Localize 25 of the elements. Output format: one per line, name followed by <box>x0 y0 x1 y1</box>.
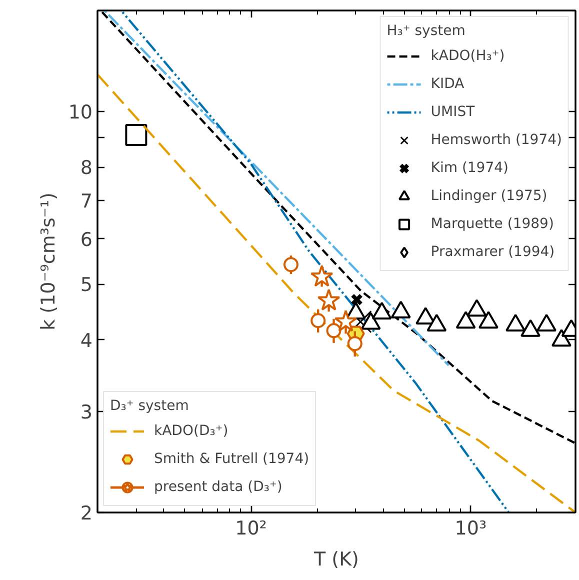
text: H₃⁺ system <box>386 23 466 39</box>
legend-label: Marquette (1989) <box>430 215 554 234</box>
legend-label: UMIST <box>430 103 475 122</box>
legend-label: kADO(H₃⁺) <box>430 47 505 66</box>
legend-label: kADO(D₃⁺) <box>154 422 228 441</box>
y-tick-label: 2 <box>80 502 93 524</box>
legend-label: KIDA <box>430 75 464 94</box>
y-tick-label: 8 <box>80 157 93 180</box>
y-tick-label: 4 <box>80 330 93 352</box>
y-axis-title: k (10⁻⁹cm³s⁻¹) <box>37 192 60 330</box>
legend-label: Lindinger (1975) <box>430 187 548 206</box>
legend-label: present data (D₃⁺) <box>154 478 282 497</box>
legend-label: Kim (1974) <box>430 159 508 178</box>
x-tick-label: 10² <box>235 518 267 540</box>
y-tick-label: 5 <box>80 274 93 296</box>
y-tick-label: 10 <box>68 102 93 124</box>
legend-label: Hemsworth (1974) <box>430 131 562 150</box>
x-tick-label: 10³ <box>454 518 487 540</box>
legend-label: Smith & Futrell (1974) <box>154 450 310 469</box>
legend-label: Praxmarer (1994) <box>430 243 555 262</box>
y-tick-label: 7 <box>80 190 93 212</box>
text: D₃⁺ system <box>110 398 189 414</box>
x-axis-title: T (K) <box>313 548 359 570</box>
y-tick-label: 3 <box>80 401 93 424</box>
y-tick-label: 6 <box>80 228 93 251</box>
